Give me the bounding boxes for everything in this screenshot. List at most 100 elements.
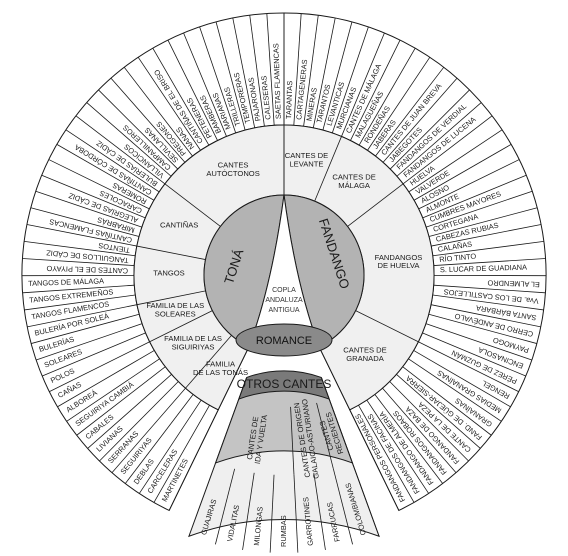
- right-group-1: CANTES DE MÁLAGA: [332, 173, 375, 190]
- right-group-divider: [314, 136, 342, 202]
- left-group-3: FAMILIA DE LAS SOLEARES: [146, 301, 204, 318]
- left-leaf-divider: [22, 258, 135, 266]
- right-group-divider: [355, 310, 419, 343]
- right-leaf-divider: [389, 89, 470, 170]
- right-leaf-divider: [312, 17, 336, 128]
- right-leaf-divider: [331, 26, 369, 134]
- right-leaf-divider: [358, 405, 415, 503]
- left-group-5-line: FAMILIA: [206, 360, 236, 369]
- right-leaf-divider: [350, 39, 401, 141]
- left-group-4-line: FAMILIA DE LAS: [164, 334, 222, 343]
- right-leaf-divider: [293, 13, 302, 126]
- right-group-1-line: CANTES DE: [332, 173, 375, 182]
- bottom-group-divider: [290, 406, 295, 475]
- bottom-leaf-divider: [242, 472, 255, 550]
- left-leaf-divider: [57, 350, 155, 408]
- right-leaf-divider: [432, 241, 544, 257]
- right-leaf-divider: [433, 284, 546, 294]
- left-group-divider: [136, 290, 206, 306]
- left-leaf-divider: [56, 144, 155, 201]
- left-leaf-divider: [139, 399, 202, 494]
- right-leaf-divider: [341, 32, 385, 137]
- right-leaf-divider: [418, 341, 519, 393]
- right-leaf-divider: [358, 48, 416, 146]
- left-leaf-divider: [24, 241, 136, 257]
- left-item-2-2: CANTES DE EL PIYAYO: [46, 264, 128, 275]
- right-leaf-divider: [413, 144, 512, 201]
- left-leaf-divider: [98, 89, 179, 170]
- right-leaf-divider: [433, 258, 546, 266]
- right-leaf-divider: [382, 387, 457, 473]
- right-item-2-9: S. LUCAR DE GUADIANA: [440, 263, 527, 275]
- right-leaf-divider: [402, 366, 492, 436]
- right-leaf-divider: [422, 174, 527, 219]
- left-leaf-divider: [49, 341, 150, 393]
- right-group-2-line: DE HUELVA: [378, 261, 421, 270]
- bottom-item-0-2: MILONGAS: [252, 506, 265, 546]
- left-item-0-1: CALESERAS: [259, 75, 272, 120]
- left-group-3-line: SOLEARES: [155, 309, 196, 318]
- otros-cantes-label: OTROS CANTES: [237, 377, 332, 391]
- right-leaf-divider: [432, 294, 544, 311]
- left-group-divider: [164, 183, 221, 227]
- right-leaf-divider: [428, 313, 537, 344]
- right-group-3: CANTES DE GRANADA: [343, 345, 386, 362]
- left-leaf-divider: [27, 304, 138, 328]
- bottom-group-divider: [328, 398, 353, 464]
- left-leaf-divider: [30, 207, 140, 237]
- left-leaf-divider: [75, 115, 166, 185]
- left-leaf-divider: [41, 174, 146, 219]
- left-leaf-divider: [232, 17, 256, 128]
- right-group-divider: [347, 183, 404, 227]
- right-leaf-divider: [367, 57, 431, 151]
- right-leaf-divider: [389, 381, 469, 462]
- center-line-3: ANTIGUA: [268, 307, 299, 314]
- right-item-0-0: TARANTAS: [284, 81, 294, 120]
- otros-cantes-sector: [188, 370, 380, 538]
- right-leaf-divider: [322, 21, 353, 131]
- right-group-divider: [318, 346, 351, 410]
- right-leaf-divider: [422, 332, 526, 377]
- spoke-lines: [21, 13, 547, 553]
- left-group-3-line: FAMILIA DE LAS: [146, 301, 204, 310]
- ring-layer: [21, 12, 547, 512]
- left-leaf-divider: [22, 284, 135, 294]
- bottom-item-0-3: RUMBAS: [279, 515, 288, 547]
- right-leaf-divider: [425, 323, 532, 361]
- left-leaf-divider: [31, 313, 140, 344]
- bottom-leaf-divider: [352, 462, 380, 537]
- left-leaf-divider: [249, 15, 265, 127]
- left-leaf-divider: [152, 48, 210, 146]
- right-leaf-divider: [349, 409, 400, 511]
- left-leaf-divider: [66, 358, 160, 422]
- bottom-leaf-divider: [215, 468, 236, 545]
- right-item-2-8: RÍO TINTO: [439, 251, 477, 264]
- left-leaf-divider: [137, 57, 201, 151]
- right-leaf-divider: [418, 159, 520, 210]
- bottom-leaf-divider: [269, 474, 275, 553]
- left-leaf-divider: [76, 366, 166, 436]
- right-leaf-divider: [396, 374, 481, 449]
- bottom-group-divider: [316, 402, 334, 469]
- center-line-2: ANDALUZA: [265, 297, 303, 304]
- bottom-leaf-divider: [293, 474, 299, 553]
- left-group-0: CANTES AUTÓCTONOS: [206, 161, 259, 178]
- left-leaf-divider: [24, 294, 136, 311]
- left-leaf-divider: [99, 381, 179, 462]
- left-leaf-divider: [183, 32, 227, 137]
- left-group-2-line: TANGOS: [153, 268, 185, 277]
- left-group-2: TANGOS: [153, 268, 185, 277]
- romance-region: [235, 323, 333, 357]
- left-group-1-line: CANTIÑAS: [160, 221, 198, 230]
- left-leaf-divider: [153, 405, 210, 503]
- right-leaf-divider: [431, 224, 542, 247]
- left-leaf-divider: [42, 332, 146, 377]
- left-leaf-divider: [87, 374, 172, 449]
- right-leaf-divider: [408, 358, 502, 422]
- left-group-0-line: CANTES: [218, 161, 249, 170]
- left-leaf-divider: [167, 39, 218, 141]
- right-leaf-divider: [303, 15, 319, 127]
- right-leaf-divider: [402, 115, 493, 185]
- right-group-1-line: MÁLAGA: [338, 181, 371, 190]
- right-group-0: CANTES DE LEVANTE: [285, 151, 328, 168]
